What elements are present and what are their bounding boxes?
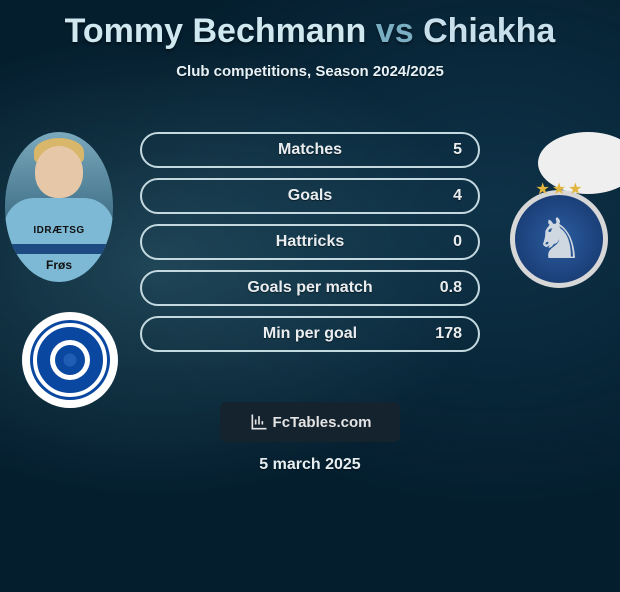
- player1-photo: IDRÆTSG Frøs: [5, 132, 113, 282]
- jersey-text: IDRÆTSG: [33, 225, 84, 236]
- subtitle: Club competitions, Season 2024/2025: [0, 63, 620, 80]
- headline: Tommy Bechmann vs Chiakha: [0, 12, 620, 51]
- star-icon: ★: [552, 179, 566, 199]
- club1-logo-ring: [33, 323, 107, 397]
- stat-label: Goals per match: [247, 279, 372, 297]
- stat-row-min-per-goal: Min per goal 178: [140, 316, 480, 352]
- jersey-sponsor: Frøs: [46, 258, 72, 272]
- club2-logo: ★ ★ ★ ♞: [510, 190, 608, 288]
- jersey-stripe: [5, 244, 113, 254]
- head: [35, 146, 83, 198]
- club1-logo-center: [50, 340, 90, 380]
- stat-label: Min per goal: [263, 325, 357, 343]
- club2-lion-icon: ♞: [534, 206, 584, 272]
- brand-badge: FcTables.com: [220, 402, 400, 442]
- stat-row-hattricks: Hattricks 0: [140, 224, 480, 260]
- vs-separator: vs: [376, 12, 414, 50]
- star-icon: ★: [568, 179, 582, 199]
- stat-row-matches: Matches 5: [140, 132, 480, 168]
- player1-name: Tommy Bechmann: [65, 12, 367, 50]
- club2-stars: ★ ★ ★: [535, 179, 582, 199]
- club1-logo-core: [55, 345, 85, 375]
- stat-label: Goals: [288, 187, 332, 205]
- date-label: 5 march 2025: [259, 456, 360, 474]
- club1-logo: [22, 312, 118, 408]
- stat-value: 5: [453, 141, 462, 159]
- star-icon: ★: [535, 179, 549, 199]
- stat-label: Matches: [278, 141, 342, 159]
- stat-value: 178: [435, 325, 462, 343]
- chart-icon: [249, 412, 269, 432]
- jersey: IDRÆTSG Frøs: [5, 198, 113, 282]
- stat-value: 0: [453, 233, 462, 251]
- stat-row-goals-per-match: Goals per match 0.8: [140, 270, 480, 306]
- stat-row-goals: Goals 4: [140, 178, 480, 214]
- stat-value: 4: [453, 187, 462, 205]
- stat-value: 0.8: [440, 279, 462, 297]
- player2-name: Chiakha: [423, 12, 555, 50]
- brand-text: FcTables.com: [273, 414, 372, 431]
- stat-label: Hattricks: [276, 233, 344, 251]
- stats-table: Matches 5 Goals 4 Hattricks 0 Goals per …: [140, 132, 480, 362]
